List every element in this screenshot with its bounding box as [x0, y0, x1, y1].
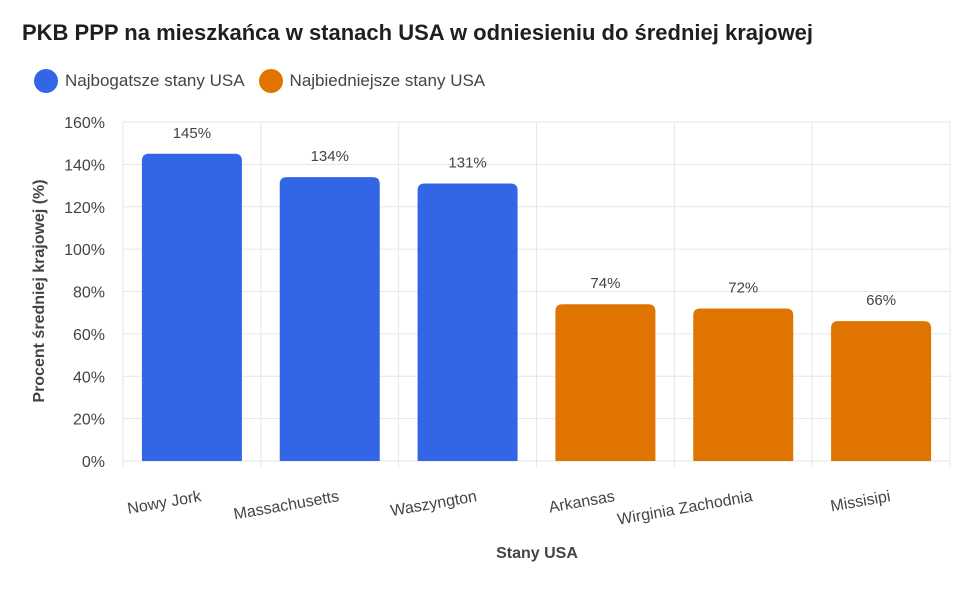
y-axis-label: Procent średniej krajowej (%) [31, 179, 48, 402]
bar-value-label: 145% [173, 125, 211, 142]
y-tick-label: 120% [64, 200, 105, 217]
bar [831, 321, 932, 461]
x-tick-label: Nowy Jork [126, 488, 203, 518]
y-tick-label: 40% [73, 369, 105, 386]
bar-value-label: 134% [311, 148, 349, 165]
bar [417, 183, 518, 461]
bars: 145% 134% 131% 74% 72% 66% [141, 125, 932, 461]
y-tick-label: 80% [73, 285, 105, 302]
y-axis-ticks: 0% 20% 40% 60% 80% 100% 120% 140% 160% [64, 115, 105, 471]
x-axis-ticks: Nowy Jork Massachusetts Waszyngton Arkansas… [126, 488, 892, 529]
bar [279, 177, 380, 461]
legend-item-richest[interactable]: Najbogatsze stany USA [34, 69, 245, 93]
bar-value-label: 72% [728, 279, 758, 296]
y-tick-label: 20% [73, 412, 105, 429]
x-tick-label: Waszyngton [389, 488, 478, 520]
x-tick-label: Arkansas [547, 488, 616, 516]
bar [693, 308, 794, 461]
x-tick-label: Massachusetts [232, 488, 340, 523]
y-tick-label: 100% [64, 242, 105, 259]
bar [555, 304, 656, 461]
chart-title: PKB PPP na mieszkańca w stanach USA w od… [22, 20, 814, 45]
legend-label-poorest: Najbiedniejsze stany USA [289, 71, 486, 90]
x-tick-label: Wirginia Zachodnia [616, 488, 754, 529]
legend-label-richest: Najbogatsze stany USA [65, 71, 245, 90]
bar-value-label: 131% [448, 154, 486, 171]
bar [141, 153, 242, 461]
y-tick-label: 160% [64, 115, 105, 132]
legend: Najbogatsze stany USA Najbiedniejsze sta… [34, 69, 485, 93]
y-tick-label: 0% [82, 454, 105, 471]
x-axis-label: Stany USA [496, 545, 578, 562]
x-tick-label: Missisipi [829, 488, 891, 515]
legend-item-poorest[interactable]: Najbiedniejsze stany USA [258, 69, 486, 93]
legend-swatch-richest [34, 69, 58, 93]
bar-value-label: 66% [866, 292, 896, 309]
legend-swatch-poorest [258, 69, 283, 93]
y-tick-label: 140% [64, 157, 105, 174]
grid [122, 121, 951, 467]
bar-value-label: 74% [590, 275, 620, 292]
y-tick-label: 60% [73, 327, 105, 344]
